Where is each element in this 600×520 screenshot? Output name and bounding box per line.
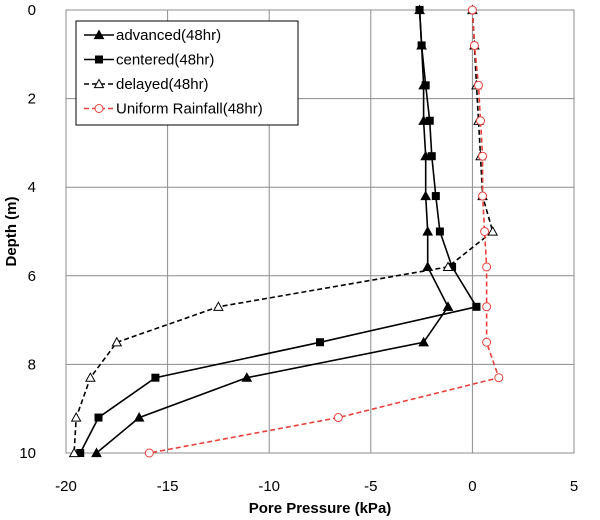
data-point [448, 262, 457, 271]
data-point [85, 372, 96, 382]
data-point [482, 337, 492, 347]
data-point [472, 302, 481, 311]
x-tick-label: -15 [157, 478, 179, 495]
y-tick-label: 0 [28, 2, 36, 19]
legend: advanced(48hr) centered(48hr) delayed(48hr… [75, 20, 299, 126]
x-tick-label: -5 [364, 478, 377, 495]
data-point [241, 372, 253, 382]
data-point [473, 80, 483, 90]
x-tick-label: 0 [468, 478, 476, 495]
legend-label: advanced(48hr) [116, 27, 221, 44]
legend-label: centered(48hr) [116, 52, 214, 69]
data-point [111, 336, 123, 347]
data-point [70, 412, 82, 422]
y-tick-label: 4 [28, 179, 36, 196]
data-point [487, 225, 499, 236]
data-point [213, 301, 224, 311]
legend-box [75, 20, 299, 126]
data-point [420, 190, 432, 201]
data-point [68, 447, 80, 458]
data-point [427, 152, 436, 161]
data-point [94, 413, 103, 422]
data-point [442, 261, 454, 272]
data-point [133, 412, 145, 422]
data-point [442, 301, 454, 311]
data-point [417, 41, 426, 50]
x-tick-label: -10 [258, 478, 280, 495]
data-point [91, 447, 102, 458]
legend-swatch-marker [93, 78, 105, 89]
data-point [480, 227, 490, 236]
series-1 [76, 6, 481, 457]
data-point [76, 449, 85, 457]
data-point [494, 373, 504, 383]
data-point [151, 373, 160, 382]
y-tick-label: 2 [28, 91, 36, 108]
data-point [435, 227, 444, 236]
legend-label: delayed(48hr) [116, 76, 209, 93]
data-point [482, 302, 492, 312]
data-point [421, 81, 430, 90]
data-point [422, 225, 434, 236]
series-3 [144, 5, 504, 458]
y-tick-label: 6 [28, 268, 36, 285]
x-tick-label: 5 [570, 478, 578, 495]
plot-area-frame [65, 9, 575, 454]
data-point [467, 5, 477, 15]
data-point [425, 116, 434, 125]
data-point [469, 40, 479, 50]
legend-swatch-marker [95, 55, 103, 64]
data-point [333, 413, 343, 423]
y-axis-title: Depth (m) [3, 197, 20, 267]
data-point [415, 6, 424, 14]
series-layer [68, 4, 504, 458]
legend-label: Uniform Rainfall(48hr) [116, 101, 263, 118]
data-point [418, 336, 429, 347]
x-tick-label: -20 [55, 478, 77, 495]
data-point [431, 192, 440, 201]
y-tick-label: 10 [19, 445, 36, 462]
y-tick-label: 8 [28, 356, 36, 373]
legend-swatch-marker [94, 104, 104, 113]
data-point [482, 262, 492, 272]
data-point [478, 151, 488, 161]
data-point [144, 448, 154, 458]
data-point [476, 116, 486, 126]
tick-labels: -20 -15 -10 -5 0 5 0 2 4 6 8 10 [19, 2, 578, 495]
legend-swatch-marker [93, 29, 105, 40]
data-point [478, 191, 488, 201]
x-axis-title: Pore Pressure (kPa) [249, 500, 392, 517]
data-point [316, 338, 324, 347]
